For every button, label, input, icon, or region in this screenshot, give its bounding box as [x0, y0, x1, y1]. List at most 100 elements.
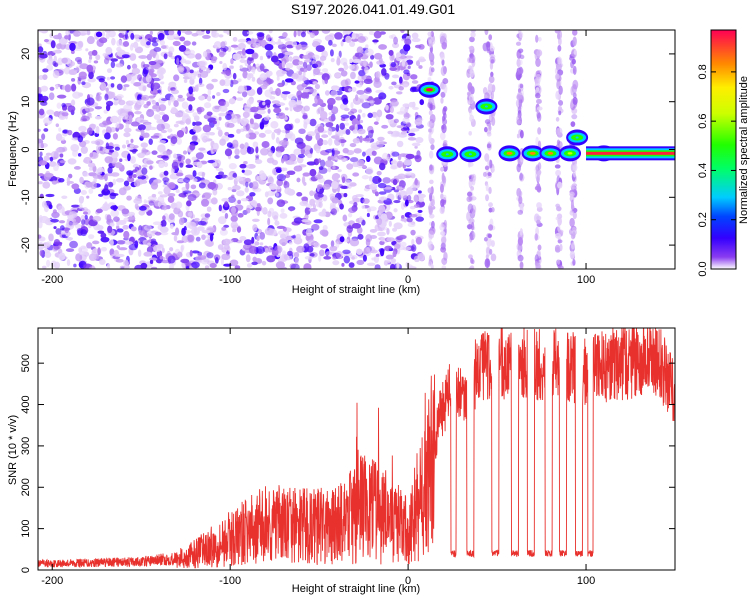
noise-blob: [226, 122, 235, 128]
noise-blob: [49, 156, 54, 162]
noise-blob: [341, 262, 345, 267]
noise-blob: [536, 98, 542, 104]
noise-blob: [232, 139, 239, 148]
noise-blob: [265, 70, 273, 77]
noise-blob: [96, 92, 102, 96]
noise-blob: [296, 100, 302, 106]
noise-blob: [167, 255, 176, 264]
noise-blob: [403, 43, 411, 52]
noise-blob: [393, 189, 400, 193]
noise-blob: [572, 258, 576, 266]
noise-blob: [302, 67, 308, 73]
noise-blob: [401, 215, 405, 220]
noise-blob: [267, 108, 271, 114]
noise-blob: [218, 204, 222, 212]
noise-blob: [519, 261, 524, 268]
noise-blob: [309, 118, 317, 127]
noise-blob: [428, 254, 432, 265]
noise-blob: [268, 183, 277, 190]
noise-blob: [293, 30, 297, 38]
noise-blob: [339, 122, 345, 130]
noise-blob: [106, 76, 111, 81]
noise-blob: [107, 225, 113, 234]
noise-blob: [69, 240, 78, 249]
noise-blob: [322, 194, 328, 202]
noise-blob: [428, 132, 432, 143]
noise-blob: [255, 145, 259, 154]
noise-blob: [94, 116, 102, 120]
y-tick-label: 200: [20, 478, 32, 496]
noise-blob: [92, 240, 100, 245]
noise-blob: [349, 58, 353, 64]
noise-blob: [262, 101, 266, 106]
noise-blob: [240, 198, 249, 202]
feature-core: [567, 152, 573, 155]
noise-blob: [237, 199, 242, 205]
noise-blob: [146, 160, 154, 165]
noise-blob: [557, 259, 561, 265]
noise-blob: [429, 164, 433, 171]
noise-blob: [78, 195, 84, 204]
noise-blob: [205, 132, 214, 136]
noise-blob: [213, 41, 222, 49]
noise-blob: [62, 146, 68, 152]
noise-blob: [569, 250, 576, 259]
noise-blob: [39, 53, 48, 59]
noise-blob: [246, 73, 252, 81]
noise-blob: [250, 106, 259, 113]
noise-blob: [162, 150, 172, 156]
noise-blob: [554, 164, 561, 169]
spectrogram-features: [418, 81, 675, 163]
noise-blob: [185, 158, 191, 165]
noise-blob: [373, 77, 381, 85]
noise-blob: [427, 31, 432, 37]
noise-blob: [388, 35, 394, 39]
noise-blob: [489, 248, 493, 255]
noise-blob: [375, 253, 380, 257]
noise-blob: [441, 41, 447, 50]
noise-blob: [132, 174, 137, 178]
noise-blob: [344, 179, 352, 185]
noise-blob: [388, 49, 394, 56]
noise-blob: [296, 84, 305, 91]
noise-blob: [104, 30, 111, 33]
noise-blob: [441, 257, 448, 265]
noise-blob: [86, 97, 95, 106]
noise-blob: [518, 195, 523, 205]
noise-blob: [158, 160, 165, 169]
noise-blob: [332, 260, 340, 266]
noise-blob: [391, 81, 397, 86]
noise-blob: [536, 219, 541, 225]
noise-blob: [244, 177, 251, 183]
noise-blob: [467, 82, 473, 92]
noise-blob: [336, 174, 341, 179]
noise-blob: [177, 155, 182, 162]
noise-blob: [158, 104, 167, 112]
noise-blob: [38, 30, 46, 33]
noise-blob: [331, 173, 339, 182]
noise-blob: [489, 56, 496, 64]
noise-blob: [293, 148, 302, 156]
noise-blob: [148, 126, 157, 131]
noise-blob: [216, 126, 221, 131]
noise-blob: [388, 85, 394, 90]
noise-blob: [431, 220, 435, 229]
noise-blob: [43, 128, 49, 132]
noise-blob: [191, 135, 198, 142]
noise-blob: [227, 176, 234, 181]
noise-blob: [157, 89, 161, 94]
noise-blob: [317, 184, 323, 189]
noise-blob: [245, 254, 251, 263]
noise-blob: [343, 255, 351, 264]
noise-blob: [222, 62, 228, 71]
noise-blob: [304, 206, 311, 215]
y-tick-label: 0: [20, 567, 32, 573]
noise-blob: [275, 192, 279, 197]
noise-blob: [200, 67, 207, 71]
noise-blob: [295, 233, 302, 241]
noise-blob: [89, 152, 94, 158]
noise-blob: [232, 72, 237, 80]
snr-x-label: Height of straight line (km): [292, 583, 420, 595]
noise-blob: [65, 248, 75, 253]
noise-blob: [105, 126, 112, 135]
